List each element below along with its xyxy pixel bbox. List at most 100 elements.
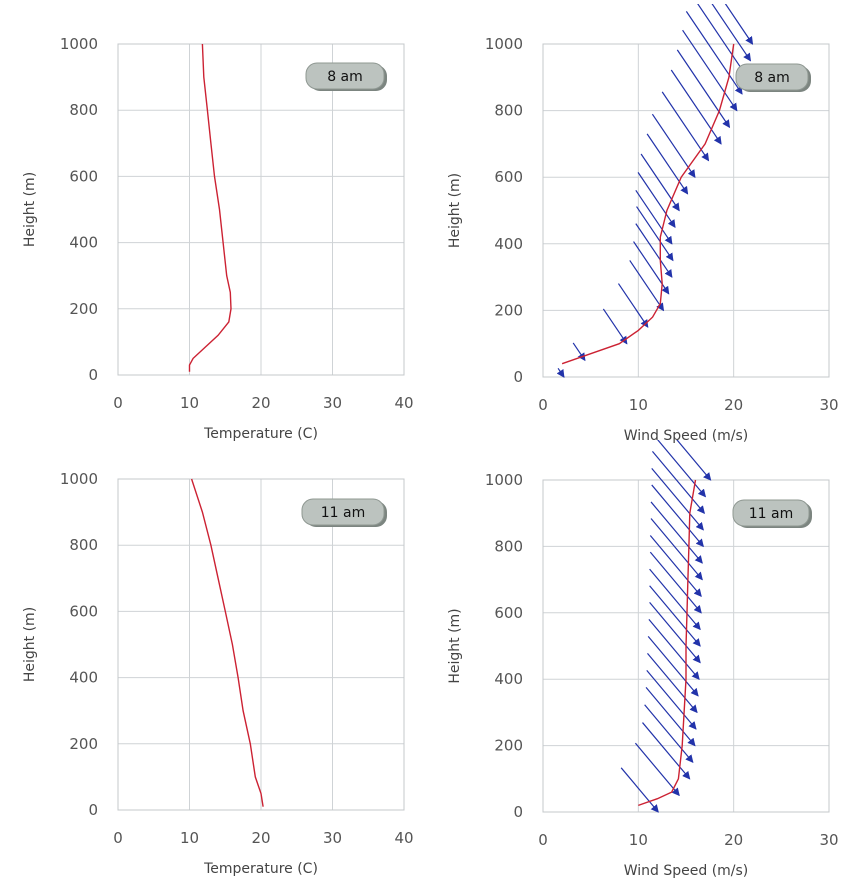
time-badge-label: 8 am bbox=[327, 69, 363, 85]
wind-vector bbox=[629, 260, 665, 312]
wind-vector bbox=[649, 535, 702, 597]
profile-line bbox=[188, 43, 232, 372]
wind-vector bbox=[635, 189, 673, 245]
wind-vector bbox=[670, 69, 722, 145]
wind-vector bbox=[572, 342, 586, 362]
x-tick-label: 10 bbox=[629, 396, 648, 414]
wind-vector bbox=[642, 722, 691, 780]
wind-vector bbox=[711, 4, 752, 62]
y-tick-label: 400 bbox=[69, 669, 98, 687]
wind-vector bbox=[617, 283, 649, 328]
time-badge: 11 am bbox=[301, 498, 387, 527]
wind-vector bbox=[649, 551, 702, 614]
chart-wind11: 0 10 20 30 0 200 400 600 800 1000 Wind Speed (m/s)… bbox=[447, 440, 839, 879]
wind-vector bbox=[635, 223, 673, 278]
y-tick-label: 0 bbox=[88, 366, 98, 384]
wind-vector bbox=[602, 308, 628, 345]
y-axis-label: Height (m) bbox=[447, 173, 463, 248]
wind-vector bbox=[636, 206, 674, 262]
x-tick-label: 20 bbox=[251, 394, 270, 412]
wind-vectors bbox=[556, 4, 754, 378]
wind-vector bbox=[648, 618, 700, 680]
wind-vector bbox=[649, 585, 701, 647]
y-tick-label: 1000 bbox=[485, 35, 523, 53]
y-tick-label: 200 bbox=[69, 300, 98, 318]
x-tick-label: 0 bbox=[113, 394, 123, 412]
y-tick-label: 200 bbox=[494, 737, 523, 755]
x-tick-label: 40 bbox=[394, 829, 413, 847]
y-axis-label: Height (m) bbox=[22, 172, 38, 247]
wind-vector bbox=[556, 367, 565, 378]
y-tick-label: 0 bbox=[513, 803, 523, 821]
time-badge-label: 8 am bbox=[754, 70, 790, 86]
wind-vector bbox=[661, 91, 710, 162]
y-tick-label: 800 bbox=[494, 102, 523, 120]
wind-vector bbox=[649, 568, 701, 631]
wind-vector bbox=[651, 113, 696, 179]
y-tick-label: 1000 bbox=[60, 35, 98, 53]
wind-vector bbox=[682, 29, 738, 112]
wind-vector bbox=[697, 4, 748, 79]
y-tick-label: 800 bbox=[69, 536, 98, 554]
x-tick-label: 40 bbox=[394, 394, 413, 412]
wind-vector bbox=[651, 450, 705, 514]
x-tick-label: 30 bbox=[819, 396, 838, 414]
x-tick-label: 20 bbox=[724, 396, 743, 414]
wind-vector bbox=[650, 501, 703, 564]
wind-vector bbox=[644, 704, 694, 763]
wind-vector bbox=[647, 635, 699, 697]
y-tick-label: 600 bbox=[494, 604, 523, 622]
plot-area bbox=[117, 43, 405, 376]
wind-vector bbox=[649, 601, 701, 664]
wind-vector bbox=[724, 4, 754, 45]
y-tick-label: 1000 bbox=[485, 471, 523, 489]
wind-vector bbox=[620, 767, 659, 813]
profile-line bbox=[561, 43, 735, 365]
x-axis-label: Temperature (C) bbox=[203, 861, 318, 877]
wind-vector bbox=[651, 467, 704, 531]
profile-line bbox=[638, 479, 697, 807]
wind-vector bbox=[640, 153, 680, 212]
plot-area bbox=[542, 479, 830, 813]
x-tick-label: 10 bbox=[180, 829, 199, 847]
y-tick-label: 600 bbox=[69, 167, 98, 185]
y-tick-label: 200 bbox=[494, 301, 523, 319]
wind-vector bbox=[645, 686, 696, 747]
wind-vector bbox=[646, 133, 689, 195]
y-tick-label: 400 bbox=[69, 234, 98, 252]
y-tick-label: 600 bbox=[494, 168, 523, 186]
wind-vector bbox=[685, 11, 743, 95]
wind-vector bbox=[634, 742, 680, 797]
y-tick-label: 0 bbox=[88, 801, 98, 819]
y-tick-label: 400 bbox=[494, 670, 523, 688]
y-tick-label: 400 bbox=[494, 235, 523, 253]
x-tick-label: 0 bbox=[538, 396, 548, 414]
wind-vector bbox=[647, 652, 698, 714]
y-axis-label: Height (m) bbox=[447, 608, 463, 683]
time-badge-label: 11 am bbox=[321, 505, 365, 521]
wind-vector bbox=[646, 669, 697, 730]
time-badge: 8 am bbox=[305, 62, 387, 91]
y-tick-label: 200 bbox=[69, 735, 98, 753]
x-axis-label: Wind Speed (m/s) bbox=[624, 863, 749, 879]
wind-vector bbox=[657, 440, 707, 498]
x-tick-label: 20 bbox=[724, 831, 743, 849]
y-tick-label: 1000 bbox=[60, 470, 98, 488]
x-tick-label: 10 bbox=[629, 831, 648, 849]
time-badge: 11 am bbox=[732, 499, 812, 528]
profile-line bbox=[190, 478, 264, 807]
wind-vector bbox=[651, 484, 704, 548]
wind-vector bbox=[637, 172, 676, 228]
y-tick-label: 800 bbox=[69, 101, 98, 119]
x-tick-label: 20 bbox=[251, 829, 270, 847]
wind-vectors bbox=[620, 440, 712, 813]
wind-vector bbox=[676, 49, 731, 129]
time-badge: 8 am bbox=[735, 63, 811, 92]
y-tick-label: 600 bbox=[69, 602, 98, 620]
x-tick-label: 0 bbox=[113, 829, 123, 847]
plot-area bbox=[542, 43, 830, 378]
wind-vector bbox=[633, 241, 670, 295]
y-axis-label: Height (m) bbox=[22, 607, 38, 682]
